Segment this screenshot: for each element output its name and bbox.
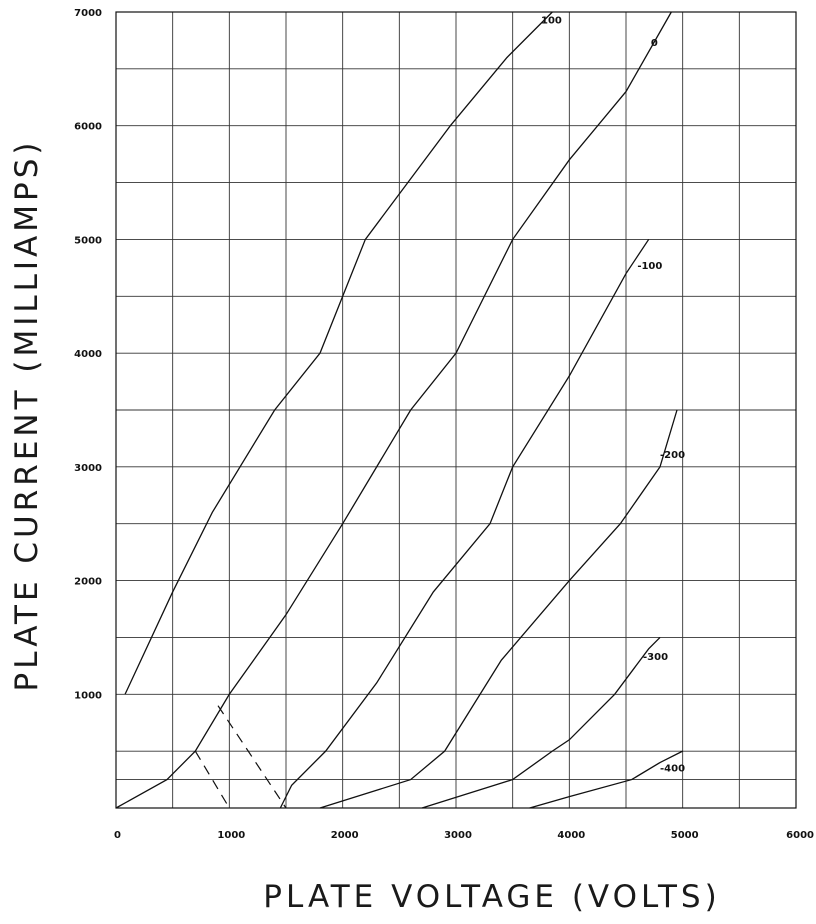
x-tick-label: 3000 (444, 830, 472, 841)
plot-frame (115, 11, 797, 809)
x-tick-labels: 0 1000 2000 3000 4000 5000 6000 (114, 830, 814, 841)
x-tick-label: 1000 (217, 830, 245, 841)
grid (116, 11, 796, 808)
x-tick-label: 0 (114, 830, 121, 841)
y-tick-label: 5000 (74, 235, 102, 246)
y-axis-label: PLATE CURRENT (MILLIAMPS) (9, 139, 45, 692)
curve-label-minus400: -400 (660, 764, 685, 775)
series-curves (115, 11, 683, 809)
dashed-line-1 (194, 750, 230, 809)
y-tick-label: 3000 (74, 463, 102, 474)
curve-label-100: 100 (541, 15, 562, 26)
y-tick-label: 1000 (74, 690, 102, 701)
series-line-0 (115, 11, 672, 809)
y-tick-label: 7000 (74, 8, 102, 19)
series-line-100 (124, 11, 553, 695)
series-line-minus400 (529, 750, 683, 809)
y-tick-label: 2000 (74, 577, 102, 588)
series-line-minus300 (421, 636, 661, 809)
x-tick-label: 4000 (557, 830, 585, 841)
y-tick-label: 4000 (74, 349, 102, 360)
series-line-minus100 (279, 239, 650, 809)
x-tick-label: 6000 (786, 830, 814, 841)
series-line-minus200 (319, 409, 678, 809)
curve-label-0: 0 (651, 38, 658, 49)
curve-label-minus100: -100 (637, 261, 662, 272)
curve-label-minus200: -200 (660, 450, 685, 461)
y-tick-label: 6000 (74, 122, 102, 133)
x-axis-label: PLATE VOLTAGE (VOLTS) (263, 879, 720, 915)
curve-label-minus300: -300 (643, 652, 668, 663)
dashed-line-2 (217, 705, 287, 809)
x-tick-label: 2000 (331, 830, 359, 841)
y-tick-labels: 1000 2000 3000 4000 5000 6000 7000 (74, 8, 102, 701)
x-tick-label: 5000 (671, 830, 699, 841)
dashed-load-lines (194, 705, 287, 809)
curve-labels: 100 0 -100 -200 -300 -400 (541, 15, 685, 774)
